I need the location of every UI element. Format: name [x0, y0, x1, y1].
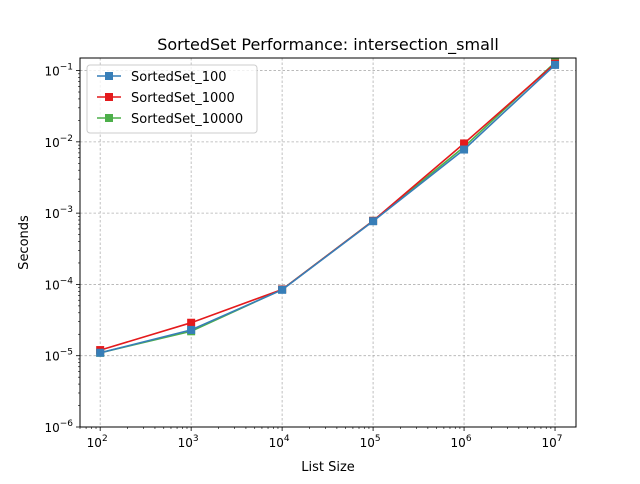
x-tick-label: 107 — [542, 434, 563, 450]
legend-marker — [105, 114, 113, 122]
x-axis-label: List Size — [301, 460, 355, 475]
x-tick-label: 103 — [178, 434, 199, 450]
data-point-sortedset-100 — [278, 285, 287, 294]
legend-marker — [105, 93, 113, 101]
series-layer — [96, 58, 560, 357]
y-tick-label: 10−6 — [44, 419, 73, 435]
y-tick-label: 10−1 — [44, 63, 73, 79]
y-tick-label: 10−2 — [44, 134, 73, 150]
data-point-sortedset-100 — [96, 348, 105, 357]
x-tick-label: 104 — [269, 434, 290, 450]
data-point-sortedset-1000 — [460, 139, 469, 148]
x-tick-label: 105 — [360, 434, 381, 450]
data-point-sortedset-100 — [187, 325, 196, 334]
x-tick-label: 102 — [87, 434, 108, 450]
data-point-sortedset-1000 — [187, 318, 196, 327]
data-point-sortedset-100 — [551, 60, 560, 69]
legend-label: SortedSet_1000 — [131, 91, 235, 106]
legend-box — [86, 64, 258, 134]
chart-title: SortedSet Performance: intersection_smal… — [157, 35, 499, 55]
axis-ticks: 102 103 104 105 106 107 10−6 10−5 10−4 10−3 10−2 10… — [44, 63, 562, 450]
plot-area-frame — [79, 57, 577, 428]
legend-marker — [105, 72, 113, 80]
data-point-sortedset-100 — [369, 217, 378, 226]
y-tick-label: 10−3 — [44, 205, 73, 221]
legend-label: SortedSet_10000 — [131, 112, 243, 127]
legend: SortedSet_100 SortedSet_1000 SortedSet_100… — [86, 64, 258, 134]
y-tick-label: 10−4 — [44, 276, 73, 292]
legend-entries: SortedSet_100 SortedSet_1000 SortedSet_100… — [97, 70, 243, 127]
data-point-sortedset-100 — [460, 145, 469, 154]
series-line-sortedset-100 — [100, 64, 556, 354]
y-axis-label: Seconds — [17, 215, 32, 270]
legend-label: SortedSet_100 — [131, 70, 227, 85]
y-tick-label: 10−5 — [44, 348, 73, 364]
x-tick-label: 106 — [451, 434, 472, 450]
series-sortedset-100 — [96, 60, 560, 357]
